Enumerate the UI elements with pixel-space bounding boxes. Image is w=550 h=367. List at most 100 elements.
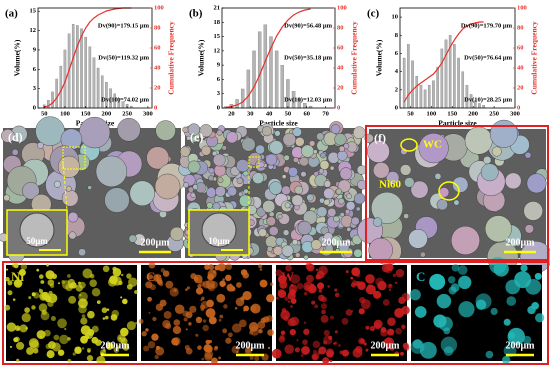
map-blob	[334, 330, 338, 334]
map-blob	[57, 349, 65, 356]
map-blob	[17, 327, 20, 331]
map-blob	[89, 273, 95, 279]
map-blob	[205, 339, 211, 345]
particle	[236, 177, 244, 185]
highlight-frame	[365, 125, 549, 261]
annotation: Dv(90)=179.70 μm	[461, 22, 513, 29]
map-blob	[141, 331, 147, 337]
map-blob	[351, 310, 354, 313]
micrograph	[0, 116, 187, 263]
map-blob	[328, 335, 333, 340]
map-blob	[41, 291, 50, 301]
map-blob	[12, 298, 16, 301]
y2-tick-label: 40	[337, 64, 344, 71]
map-blob	[101, 307, 108, 314]
annotation: Dv(90)=56.48 μm	[284, 22, 332, 29]
map-blob	[448, 286, 457, 295]
particle	[11, 148, 19, 156]
map-blob	[317, 282, 325, 290]
map-blob	[395, 281, 398, 284]
map-blob	[134, 290, 138, 294]
map-blob	[70, 282, 77, 289]
y-tick-label: 0	[217, 104, 220, 111]
map-blob	[117, 334, 126, 343]
annotation: Dv(50)=119.32 μm	[98, 54, 149, 61]
map-blob	[218, 318, 222, 322]
particle	[227, 186, 237, 197]
map-blob	[312, 340, 321, 349]
scale-label: 200μm	[101, 340, 131, 351]
particle	[192, 184, 199, 190]
particle	[484, 215, 512, 243]
map-blob	[174, 304, 185, 315]
map-blob	[355, 272, 361, 278]
map-blob	[311, 300, 316, 305]
map-blob	[329, 359, 333, 363]
map-blob	[195, 287, 204, 295]
particle	[258, 228, 267, 237]
particle	[281, 174, 287, 179]
map-blob	[283, 316, 289, 322]
map-blob	[19, 324, 28, 333]
zoom-line	[62, 160, 68, 211]
particle	[61, 189, 79, 207]
map-blob	[26, 347, 34, 355]
map-blob	[383, 338, 393, 348]
map-blob	[249, 326, 260, 336]
map-blob	[81, 347, 85, 350]
map-blob	[126, 283, 133, 290]
bar	[457, 57, 460, 109]
map-blob	[44, 329, 51, 337]
map-blob	[457, 265, 468, 275]
map-blob	[334, 292, 340, 298]
map-blob	[213, 347, 218, 351]
y2-tick-label: 60	[154, 44, 161, 51]
particle	[436, 198, 448, 211]
particle	[410, 180, 429, 199]
map-blob	[401, 324, 406, 330]
map-blob	[57, 282, 61, 285]
callout-label: Ni60	[379, 179, 402, 191]
map-blob	[148, 311, 151, 314]
map-blob	[5, 276, 10, 282]
map-blob	[289, 289, 296, 296]
map-blob	[277, 289, 287, 299]
map-blob	[259, 279, 268, 288]
map-blob	[507, 327, 525, 346]
map-blob	[80, 335, 88, 344]
y-tick-label: 9	[33, 46, 37, 53]
map-blob	[122, 298, 128, 305]
scale-label: 200μm	[322, 237, 352, 248]
map-blob	[314, 304, 319, 309]
particle	[330, 235, 342, 247]
map-blob	[225, 274, 232, 282]
map-blob	[155, 345, 160, 350]
particle	[273, 245, 283, 256]
annotation: Dv(50)=76.64 μm	[464, 54, 512, 61]
x-tick-label: 40	[266, 110, 273, 117]
particle	[78, 116, 111, 149]
map-blob	[313, 286, 316, 290]
x-tick-label: 300	[143, 110, 153, 117]
map-blob	[126, 273, 132, 279]
particle	[65, 185, 72, 192]
y-tick-label: 0	[33, 104, 36, 111]
map-blob	[352, 280, 358, 286]
map-blob	[303, 281, 314, 292]
map-blob	[531, 301, 540, 310]
map-blob	[412, 339, 423, 349]
bar	[478, 103, 481, 109]
panel-label: (b)	[189, 8, 203, 20]
y-tick-label: 6	[33, 66, 37, 73]
x-tick-label: 150	[81, 110, 91, 117]
bar	[88, 46, 92, 109]
bar	[51, 91, 54, 109]
y-axis-label: Volume(%)	[375, 39, 384, 76]
bar	[252, 50, 256, 109]
element-label: W	[281, 269, 294, 284]
map-blob	[312, 349, 317, 354]
particle	[266, 216, 276, 227]
map-blob	[208, 264, 215, 271]
map-blob	[279, 280, 288, 289]
particle	[154, 173, 181, 200]
